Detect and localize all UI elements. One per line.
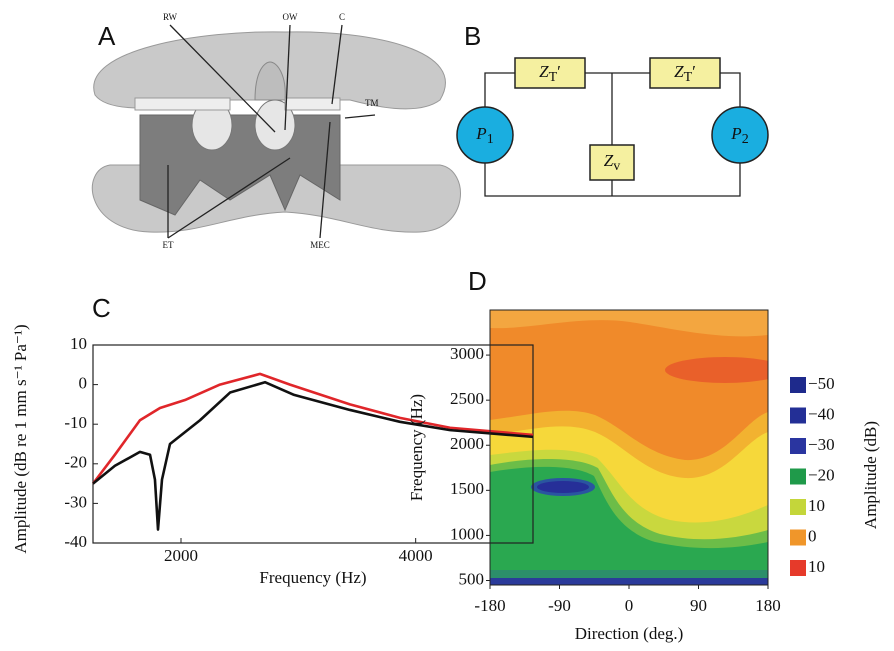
symbol: P bbox=[475, 124, 486, 143]
y-tick-label: 2500 bbox=[450, 389, 484, 408]
y-tick-label: 0 bbox=[79, 374, 88, 393]
x-tick-label: 2000 bbox=[164, 546, 198, 565]
legend-swatch bbox=[790, 377, 806, 393]
suffix: ′ bbox=[692, 62, 696, 81]
legend-swatch bbox=[790, 529, 806, 546]
plot-frame bbox=[92, 344, 534, 544]
circuit-symbol: Zv bbox=[604, 151, 620, 174]
x-tick-label: 90 bbox=[690, 596, 707, 615]
anatomy-label: MEC bbox=[310, 240, 330, 250]
anatomy-label: RW bbox=[163, 12, 178, 22]
symbol: Z bbox=[674, 62, 684, 81]
legend-title: Amplitude (dB) bbox=[861, 421, 880, 529]
anatomy-label: C bbox=[339, 12, 345, 22]
line-series bbox=[92, 380, 534, 531]
legend-label: −30 bbox=[808, 435, 835, 454]
symbol: P bbox=[730, 124, 741, 143]
legend-swatch bbox=[790, 438, 806, 454]
circuit-symbol: ZT′ bbox=[539, 62, 561, 85]
anatomy-label: TM bbox=[365, 98, 379, 108]
x-tick-label: 180 bbox=[755, 596, 781, 615]
legend-swatch bbox=[790, 468, 806, 485]
y-tick-label: 2000 bbox=[450, 434, 484, 453]
legend-label: 10 bbox=[808, 557, 825, 576]
panel-label: A bbox=[98, 21, 116, 51]
y-tick-label: -30 bbox=[64, 492, 87, 511]
legend-swatch bbox=[790, 407, 806, 424]
y-tick-label: 500 bbox=[459, 569, 485, 588]
x-tick-label: 0 bbox=[625, 596, 634, 615]
suffix: ′ bbox=[557, 62, 561, 81]
y-axis-label: Amplitude (dB re 1 mm s⁻¹ Pa⁻¹) bbox=[11, 324, 30, 553]
circuit-symbol: ZT′ bbox=[674, 62, 696, 85]
legend-swatch bbox=[790, 499, 806, 515]
x-tick-label: -180 bbox=[474, 596, 505, 615]
circuit-symbol: P1 bbox=[475, 124, 493, 147]
subscript: T bbox=[549, 70, 558, 85]
panel-label: C bbox=[92, 293, 111, 323]
legend-label: 10 bbox=[808, 496, 825, 515]
subscript: T bbox=[684, 70, 693, 85]
contour-field bbox=[490, 310, 768, 585]
x-axis-label: Frequency (Hz) bbox=[259, 568, 366, 587]
legend-swatch bbox=[790, 560, 806, 576]
x-axis-label: Direction (deg.) bbox=[575, 624, 684, 643]
panel-label: B bbox=[464, 21, 481, 51]
subscript: v bbox=[613, 159, 620, 174]
subscript: 1 bbox=[487, 132, 494, 147]
x-tick-label: -90 bbox=[548, 596, 571, 615]
ear-diagram bbox=[91, 24, 461, 239]
symbol: Z bbox=[604, 151, 614, 170]
symbol: Z bbox=[539, 62, 549, 81]
legend-label: −40 bbox=[808, 404, 835, 423]
y-tick-label: 1500 bbox=[450, 479, 484, 498]
panel-label: D bbox=[468, 266, 487, 296]
y-tick-label: 1000 bbox=[450, 524, 484, 543]
y-tick-label: -20 bbox=[64, 453, 87, 472]
subscript: 2 bbox=[742, 132, 749, 147]
circuit bbox=[456, 57, 769, 197]
y-tick-label: -10 bbox=[64, 413, 87, 432]
anatomy-label: ET bbox=[163, 240, 174, 250]
y-axis-label: Frequency (Hz) bbox=[407, 394, 426, 501]
x-tick-label: 4000 bbox=[399, 546, 433, 565]
y-tick-label: 10 bbox=[70, 334, 87, 353]
y-tick-label: -40 bbox=[64, 532, 87, 551]
y-tick-label: 3000 bbox=[450, 344, 484, 363]
legend-label: −50 bbox=[808, 374, 835, 393]
line-series bbox=[91, 372, 534, 485]
circuit-symbol: P2 bbox=[730, 124, 748, 147]
legend-label: 0 bbox=[808, 526, 817, 545]
anatomy-label: OW bbox=[283, 12, 298, 22]
legend-label: −20 bbox=[808, 465, 835, 484]
